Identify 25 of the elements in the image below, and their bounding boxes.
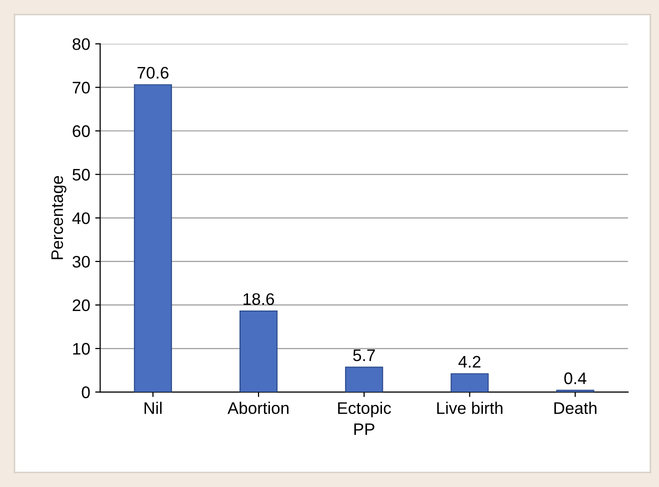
data-label: 18.6 xyxy=(244,293,274,306)
x-tick-label: Abortion xyxy=(228,402,288,414)
x-tick-label: Ectopic xyxy=(338,402,391,418)
data-label: 4.2 xyxy=(458,356,480,368)
bar xyxy=(134,84,172,392)
x-tick-label: Nil xyxy=(144,402,162,414)
y-tick-label: 30 xyxy=(72,256,90,268)
y-tick-label: 50 xyxy=(72,168,90,181)
y-axis-title: Percentage xyxy=(51,176,66,260)
data-label: 70.6 xyxy=(138,66,168,79)
x-tick-label: Death xyxy=(554,402,596,414)
y-tick-label: 20 xyxy=(72,299,90,312)
x-axis-title: PP xyxy=(354,423,374,435)
bar xyxy=(450,373,489,392)
y-tick-label: 60 xyxy=(72,125,90,138)
x-tick-label: Live birth xyxy=(437,402,502,414)
data-label: 5.7 xyxy=(353,350,375,362)
y-tick-label: 10 xyxy=(73,342,90,355)
bar xyxy=(345,366,384,392)
y-tick-label: 80 xyxy=(72,38,90,50)
y-tick-label: 0 xyxy=(82,386,90,398)
y-tick-label: 70 xyxy=(72,82,90,94)
bar xyxy=(239,310,278,392)
y-tick-label: 40 xyxy=(72,212,90,224)
data-label: 0.4 xyxy=(564,372,586,384)
